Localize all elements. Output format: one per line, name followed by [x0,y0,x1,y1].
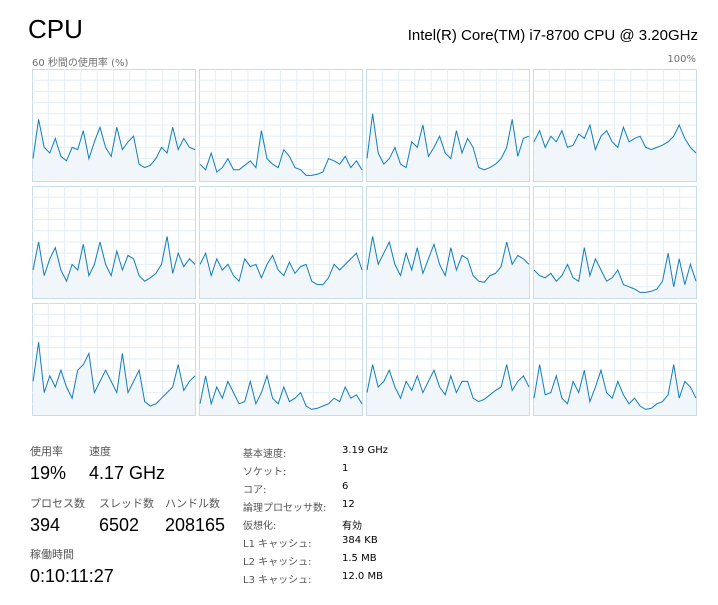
stat-label: ハンドル数 [165,497,220,510]
usage-area [534,364,696,415]
usage-line [199,130,363,176]
stat-label: 速度 [89,445,111,458]
stat-value: 0:10:11:27 [30,566,114,586]
usage-area [534,125,696,181]
graph-label: 60 秒間の使用率 (%) [32,58,129,69]
usage-line [366,236,530,283]
usage-line [199,374,363,410]
detail-label: コア: [243,485,267,496]
detail-label: L2 キャッシュ: [243,557,312,568]
usage-line [32,236,196,283]
detail-value: 384 KB [342,535,378,546]
usage-line [533,123,697,154]
stat-label: 稼働時間 [30,548,74,561]
detail-value: 12 [342,499,355,510]
detail-label: 仮想化: [243,521,277,532]
detail-value: 1.5 MB [342,553,377,564]
graphs [32,69,697,416]
usage-line [32,119,196,169]
usage-area [200,253,362,298]
detail-label: 論理プロセッサ数: [243,503,327,514]
usage-area [200,130,362,181]
usage-line [199,251,363,286]
detail-value: 3.19 GHz [342,445,388,456]
usage-area [33,119,195,181]
detail-label: L3 キャッシュ: [243,575,312,586]
detail-value: 6 [342,481,349,492]
detail-value: 有効 [342,521,362,532]
usage-line [366,364,530,403]
stat-label: スレッド数 [99,497,154,510]
usage-area [534,247,696,298]
stat-value: 19% [30,463,67,483]
graph-max: 100% [667,54,696,65]
usage-line [366,113,530,171]
detail-label: 基本速度: [243,449,287,460]
usage-line [32,342,196,407]
stat-label: 使用率 [30,445,63,458]
usage-area [367,236,529,298]
detail-value: 1 [342,463,349,474]
stat-value: 208165 [165,515,226,535]
stat-value: 6502 [99,515,140,535]
cpu-name: Intel(R) Core(TM) i7-8700 CPU @ 3.20GHz [407,27,698,44]
stat-label: プロセス数 [30,497,85,510]
usage-area [367,113,529,181]
title: CPU [28,14,83,44]
detail-label: ソケット: [243,467,287,478]
detail-value: 12.0 MB [342,571,383,582]
usage-line [533,364,697,410]
usage-area [367,364,529,415]
stat-value: 394 [30,515,61,535]
usage-area [33,236,195,298]
detail-label: L1 キャッシュ: [243,539,312,550]
usage-line [533,247,697,293]
stat-value: 4.17 GHz [89,463,166,483]
usage-area [33,342,195,415]
